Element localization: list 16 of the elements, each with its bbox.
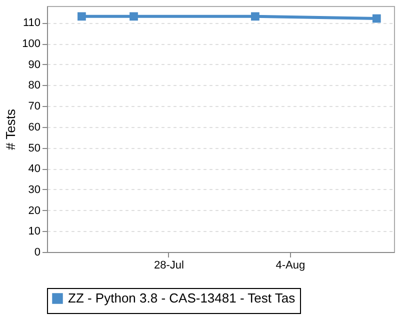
y-tick-label: 100 <box>22 38 40 50</box>
y-tick-label: 80 <box>28 80 40 92</box>
y-tick-label: 30 <box>28 184 40 196</box>
y-tick-label: 50 <box>28 142 40 154</box>
y-tick-label: 40 <box>28 163 40 176</box>
y-tick-label: 20 <box>28 204 40 217</box>
y-tick-label: 110 <box>22 17 40 30</box>
y-axis-title: # Tests <box>3 108 18 150</box>
x-tick-label: 28-Jul <box>154 260 184 272</box>
y-tick-label: 10 <box>28 226 40 238</box>
y-tick-label: 60 <box>28 121 40 134</box>
y-tick-label: 90 <box>28 58 40 71</box>
y-tick-label: 70 <box>28 100 40 113</box>
x-tick-label: 4-Aug <box>276 260 306 272</box>
legend-label: ZZ - Python 3.8 - CAS-13481 - Test Tas <box>68 290 296 306</box>
y-tick-label: 0 <box>34 246 40 258</box>
